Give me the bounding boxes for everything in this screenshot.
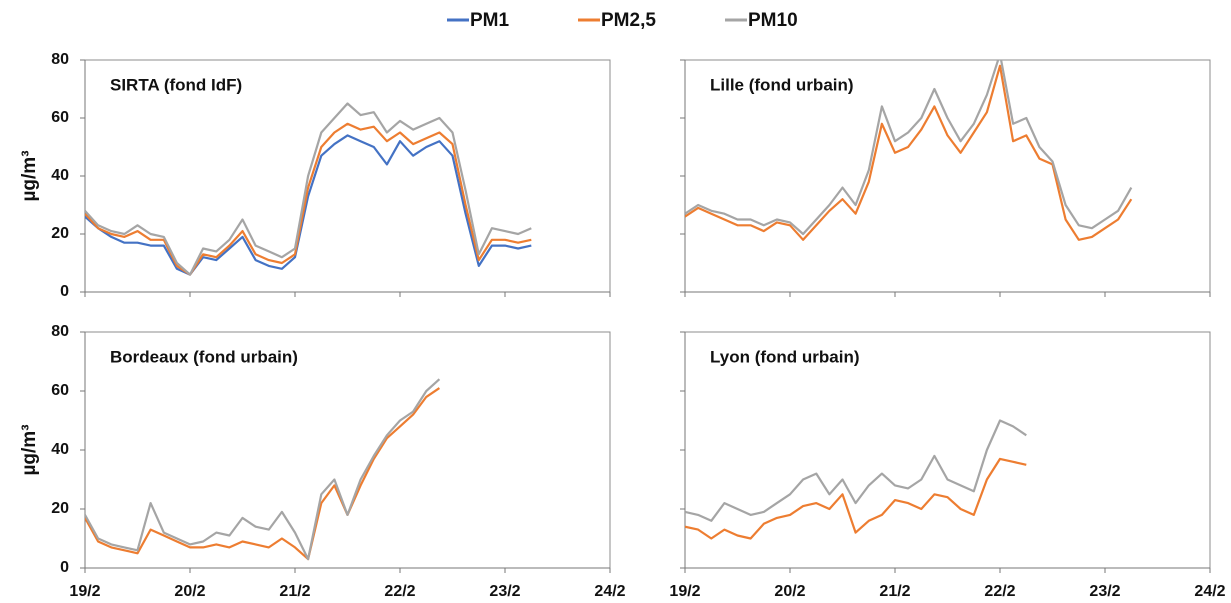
x-tick-label: 21/2 bbox=[879, 583, 910, 600]
series-line bbox=[685, 64, 1133, 241]
y-tick-label: 40 bbox=[51, 167, 69, 184]
y-axis-label: µg/m³ bbox=[19, 150, 40, 201]
y-tick-label: 20 bbox=[51, 500, 69, 517]
panel-title: Lille (fond urbain) bbox=[710, 75, 854, 94]
series-line bbox=[685, 60, 1133, 236]
x-tick-label: 19/2 bbox=[669, 583, 700, 600]
y-tick-label: 80 bbox=[51, 323, 69, 340]
y-axis-label: µg/m³ bbox=[19, 424, 40, 475]
x-tick-label: 20/2 bbox=[774, 583, 805, 600]
series-line bbox=[85, 378, 441, 561]
y-tick-label: 40 bbox=[51, 441, 69, 458]
y-tick-label: 0 bbox=[60, 559, 69, 576]
panel-title: Lyon (fond urbain) bbox=[710, 347, 860, 366]
y-tick-label: 20 bbox=[51, 225, 69, 242]
y-tick-label: 0 bbox=[60, 283, 69, 300]
legend-label: PM2,5 bbox=[601, 10, 656, 31]
y-tick-label: 60 bbox=[51, 382, 69, 399]
series-line bbox=[85, 102, 532, 276]
x-tick-label: 24/2 bbox=[594, 583, 625, 600]
plot-frame bbox=[84, 59, 611, 293]
plot-frame bbox=[684, 331, 1211, 569]
y-tick-label: 60 bbox=[51, 109, 69, 126]
legend-label: PM1 bbox=[470, 10, 510, 31]
series-line bbox=[685, 419, 1027, 522]
panel-title: Bordeaux (fond urbain) bbox=[110, 347, 298, 366]
plot-frame bbox=[684, 59, 1211, 293]
series-line bbox=[85, 134, 532, 276]
series-line bbox=[685, 457, 1027, 540]
series-line bbox=[85, 387, 441, 561]
x-tick-label: 22/2 bbox=[984, 583, 1015, 600]
panel-title: SIRTA (fond IdF) bbox=[110, 75, 242, 94]
x-tick-label: 20/2 bbox=[174, 583, 205, 600]
legend-label: PM10 bbox=[748, 10, 798, 31]
x-tick-label: 23/2 bbox=[489, 583, 520, 600]
y-tick-label: 80 bbox=[51, 51, 69, 68]
x-tick-label: 19/2 bbox=[69, 583, 100, 600]
x-tick-label: 23/2 bbox=[1089, 583, 1120, 600]
series-line bbox=[85, 122, 532, 276]
x-tick-label: 22/2 bbox=[384, 583, 415, 600]
x-tick-label: 24/2 bbox=[1194, 583, 1225, 600]
x-tick-label: 21/2 bbox=[279, 583, 310, 600]
